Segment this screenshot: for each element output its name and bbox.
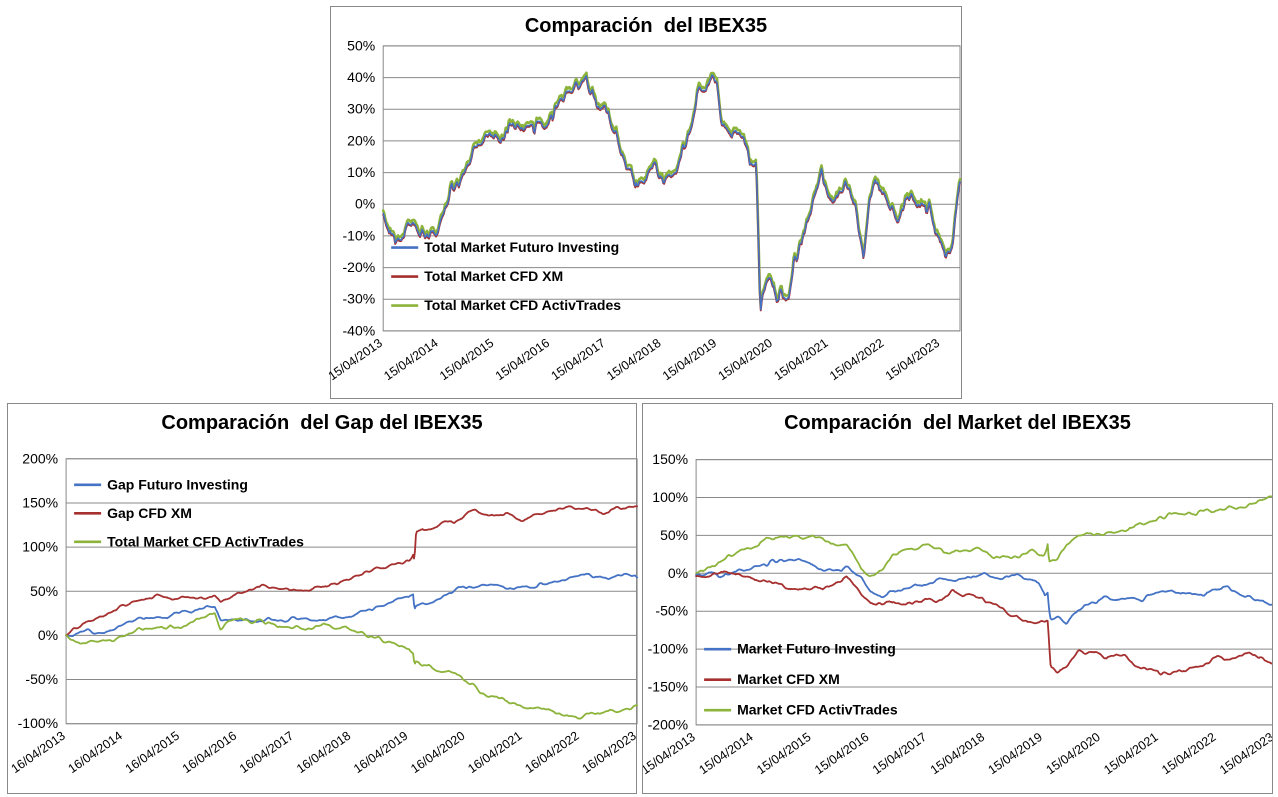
svg-text:16/04/2020: 16/04/2020 [408,729,467,776]
svg-text:200%: 200% [22,450,58,466]
svg-text:50%: 50% [660,527,688,543]
svg-text:15/04/2019: 15/04/2019 [986,730,1045,777]
svg-text:16/04/2023: 16/04/2023 [580,729,639,776]
svg-text:-50%: -50% [655,603,688,619]
svg-text:Market CFD ActivTrades: Market CFD ActivTrades [737,702,898,718]
svg-text:-100%: -100% [18,715,58,731]
svg-text:15/04/2019: 15/04/2019 [660,336,719,383]
svg-text:-50%: -50% [25,671,58,687]
svg-text:15/04/2020: 15/04/2020 [716,336,775,383]
svg-text:-200%: -200% [648,716,688,732]
svg-text:16/04/2018: 16/04/2018 [294,729,353,776]
svg-text:15/04/2014: 15/04/2014 [381,336,440,383]
svg-text:0%: 0% [38,627,58,643]
svg-text:16/04/2017: 16/04/2017 [237,729,296,776]
svg-text:16/04/2015: 16/04/2015 [123,729,182,776]
svg-text:40%: 40% [347,69,375,85]
svg-text:100%: 100% [652,489,688,505]
svg-text:50%: 50% [347,37,375,53]
svg-text:15/04/2013: 15/04/2013 [326,336,385,383]
svg-text:15/04/2017: 15/04/2017 [870,730,929,777]
svg-text:15/04/2022: 15/04/2022 [1159,730,1218,777]
svg-text:Gap CFD XM: Gap CFD XM [107,505,192,521]
svg-text:15/04/2015: 15/04/2015 [437,336,496,383]
svg-text:-10%: -10% [343,227,376,243]
svg-text:-20%: -20% [343,259,376,275]
svg-text:16/04/2013: 16/04/2013 [9,729,68,776]
svg-text:30%: 30% [347,101,375,117]
svg-text:Gap Futuro Investing: Gap Futuro Investing [107,476,248,492]
svg-text:20%: 20% [347,132,375,148]
svg-text:15/04/2020: 15/04/2020 [1044,730,1103,777]
svg-text:150%: 150% [652,451,688,467]
svg-text:Market CFD XM: Market CFD XM [737,671,840,687]
svg-text:-40%: -40% [343,322,376,338]
svg-text:15/04/2022: 15/04/2022 [827,336,886,383]
svg-text:Market Futuro Investing: Market Futuro Investing [737,641,896,657]
svg-text:10%: 10% [347,164,375,180]
svg-text:Total Market CFD ActivTrades: Total Market CFD ActivTrades [107,533,304,549]
svg-text:-100%: -100% [648,641,688,657]
svg-text:100%: 100% [22,539,58,555]
svg-text:50%: 50% [30,583,58,599]
svg-text:15/04/2014: 15/04/2014 [696,730,755,777]
svg-text:Total Market CFD ActivTrades: Total Market CFD ActivTrades [424,297,621,313]
svg-text:0%: 0% [668,565,688,581]
svg-text:15/04/2016: 15/04/2016 [812,730,871,777]
svg-text:15/04/2015: 15/04/2015 [754,730,813,777]
svg-text:15/04/2023: 15/04/2023 [883,336,942,383]
svg-text:15/04/2023: 15/04/2023 [1217,730,1273,777]
svg-text:150%: 150% [22,494,58,510]
svg-text:16/04/2014: 16/04/2014 [66,729,125,776]
svg-text:Total Market Futuro Investing: Total Market Futuro Investing [424,239,619,255]
svg-text:15/04/2013: 15/04/2013 [642,730,698,777]
svg-text:16/04/2021: 16/04/2021 [465,729,524,776]
svg-text:15/04/2017: 15/04/2017 [549,336,608,383]
svg-text:-30%: -30% [343,291,376,307]
svg-text:16/04/2019: 16/04/2019 [351,729,410,776]
svg-text:16/04/2022: 16/04/2022 [522,729,581,776]
svg-text:Total Market CFD XM: Total Market CFD XM [424,268,563,284]
svg-text:-150%: -150% [648,679,688,695]
svg-text:16/04/2016: 16/04/2016 [180,729,239,776]
svg-text:15/04/2018: 15/04/2018 [928,730,987,777]
svg-text:15/04/2016: 15/04/2016 [493,336,552,383]
svg-text:15/04/2021: 15/04/2021 [771,336,830,383]
svg-text:0%: 0% [355,196,375,212]
svg-text:15/04/2018: 15/04/2018 [604,336,663,383]
svg-text:15/04/2021: 15/04/2021 [1101,730,1160,777]
